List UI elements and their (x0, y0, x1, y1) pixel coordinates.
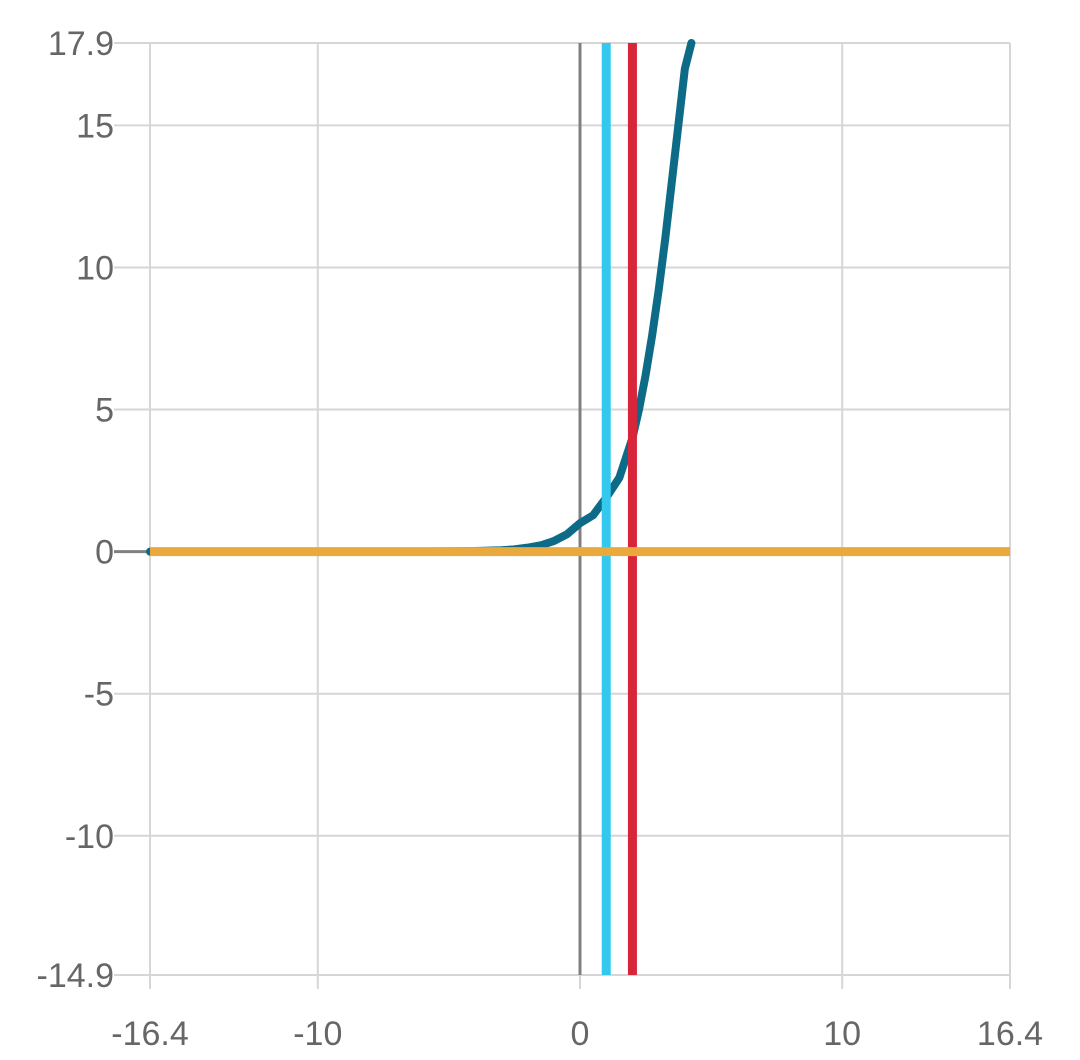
y-tick-label: 5 (95, 392, 114, 430)
y-tick-label: 15 (76, 107, 114, 145)
grid (114, 42, 1011, 989)
x-tick-labels: -16.4 -10 0 10 16.4 (111, 1015, 1043, 1053)
x-tick-label: -16.4 (111, 1015, 189, 1053)
y-tick-label: 17.9 (48, 25, 114, 63)
y-tick-labels: 17.9 15 10 5 0 -5 -10 -14.9 (37, 25, 115, 995)
y-tick-label: 0 (95, 534, 114, 572)
x-tick-label: 10 (823, 1015, 861, 1053)
y-tick-label: -14.9 (37, 957, 115, 995)
y-tick-label: 10 (76, 249, 114, 287)
x-tick-label: -10 (293, 1015, 342, 1053)
y-tick-label: -5 (84, 676, 114, 714)
series (146, 39, 1010, 975)
y-tick-label: -10 (65, 818, 114, 856)
x-tick-label: 0 (571, 1015, 590, 1053)
x-tick-label: 16.4 (977, 1015, 1043, 1053)
